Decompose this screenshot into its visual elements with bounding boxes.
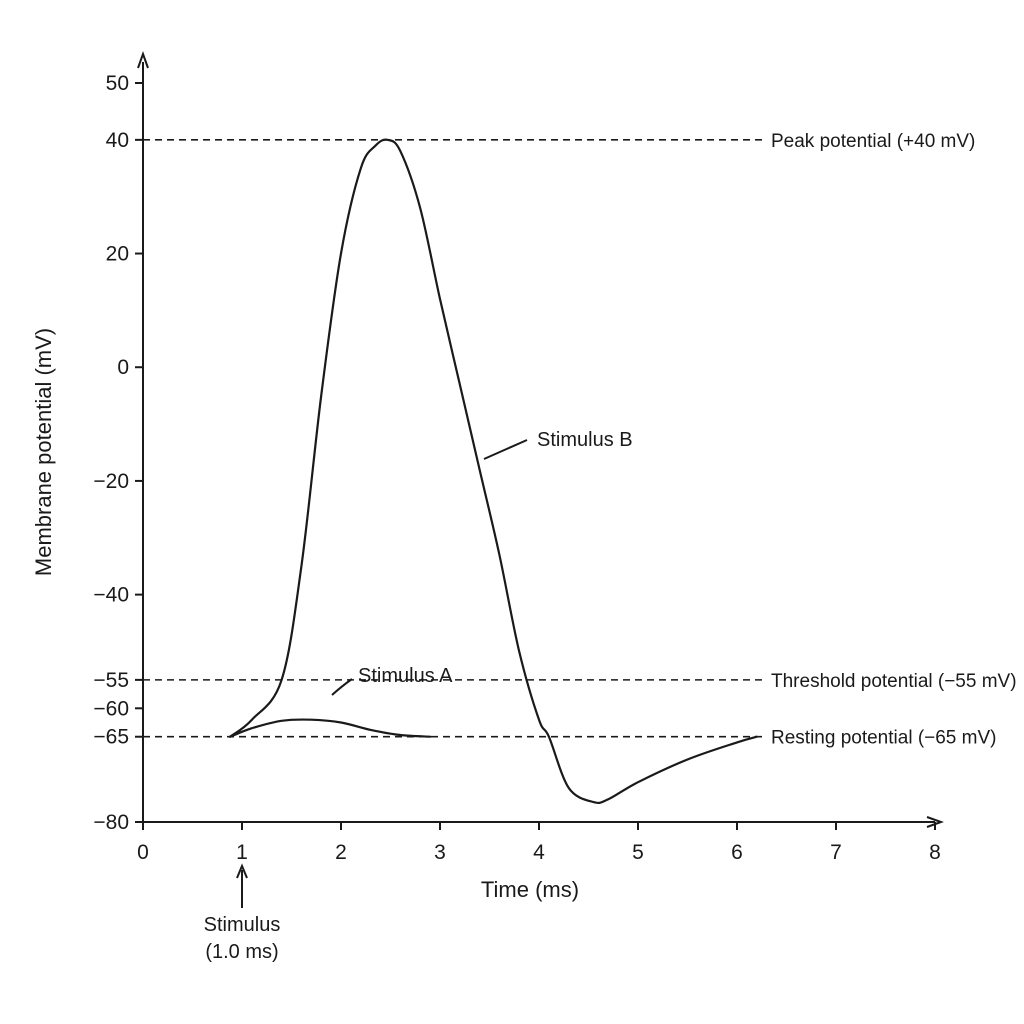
x-tick-label: 5 [632, 841, 644, 864]
x-axis-arrow-icon [926, 816, 944, 828]
y-tick-label: −80 [93, 811, 129, 834]
reference-lines [143, 139, 765, 738]
series-line-stimulus-b [229, 138, 758, 805]
y-axis-title: Membrane potential (mV) [31, 328, 56, 576]
x-axis-title: Time (ms) [481, 877, 579, 902]
reference-label-peak: Peak potential (+40 mV) [771, 131, 975, 152]
leader-stimulus-a [331, 678, 353, 696]
labels: Time (ms) Membrane potential (mV) Peak pot… [31, 131, 1017, 963]
series-label-stimulus-a: Stimulus A [358, 665, 453, 687]
x-tick-label: 4 [533, 841, 545, 864]
x-tick-label: 3 [434, 841, 446, 864]
y-tick-label: −60 [93, 697, 129, 720]
ticks: 50 40 20 0 −20 −40 −55 −60 −65 −80 0 1 2 3 4 5 6 7 8 [93, 72, 940, 864]
series-label-stimulus-b: Stimulus B [537, 429, 633, 451]
stimulus-time-annotation: (1.0 ms) [205, 941, 278, 963]
y-tick-label: −55 [93, 669, 129, 692]
leader-stimulus-b [483, 439, 528, 460]
series-line-stimulus-a [229, 718, 432, 738]
stimulus-annotation: Stimulus [204, 914, 281, 936]
reference-label-resting: Resting potential (−65 mV) [771, 728, 996, 749]
y-tick-label: −20 [93, 470, 129, 493]
x-tick-label: 2 [335, 841, 347, 864]
stimulus-arrow-icon [236, 863, 248, 879]
series [229, 138, 758, 805]
y-tick-label: 20 [106, 243, 129, 266]
y-tick-label: 50 [106, 72, 129, 95]
x-tick-label: 1 [236, 841, 248, 864]
y-tick-label: −65 [93, 726, 129, 749]
x-tick-label: 6 [731, 841, 743, 864]
y-tick-label: 40 [106, 129, 129, 152]
y-tick-label: 0 [117, 356, 129, 379]
x-tick-label: 8 [929, 841, 941, 864]
x-tick-label: 0 [137, 841, 149, 864]
y-tick-label: −40 [93, 584, 129, 607]
x-tick-label: 7 [830, 841, 842, 864]
y-axis-arrow-icon [137, 51, 149, 69]
reference-label-threshold: Threshold potential (−55 mV) [771, 671, 1017, 692]
